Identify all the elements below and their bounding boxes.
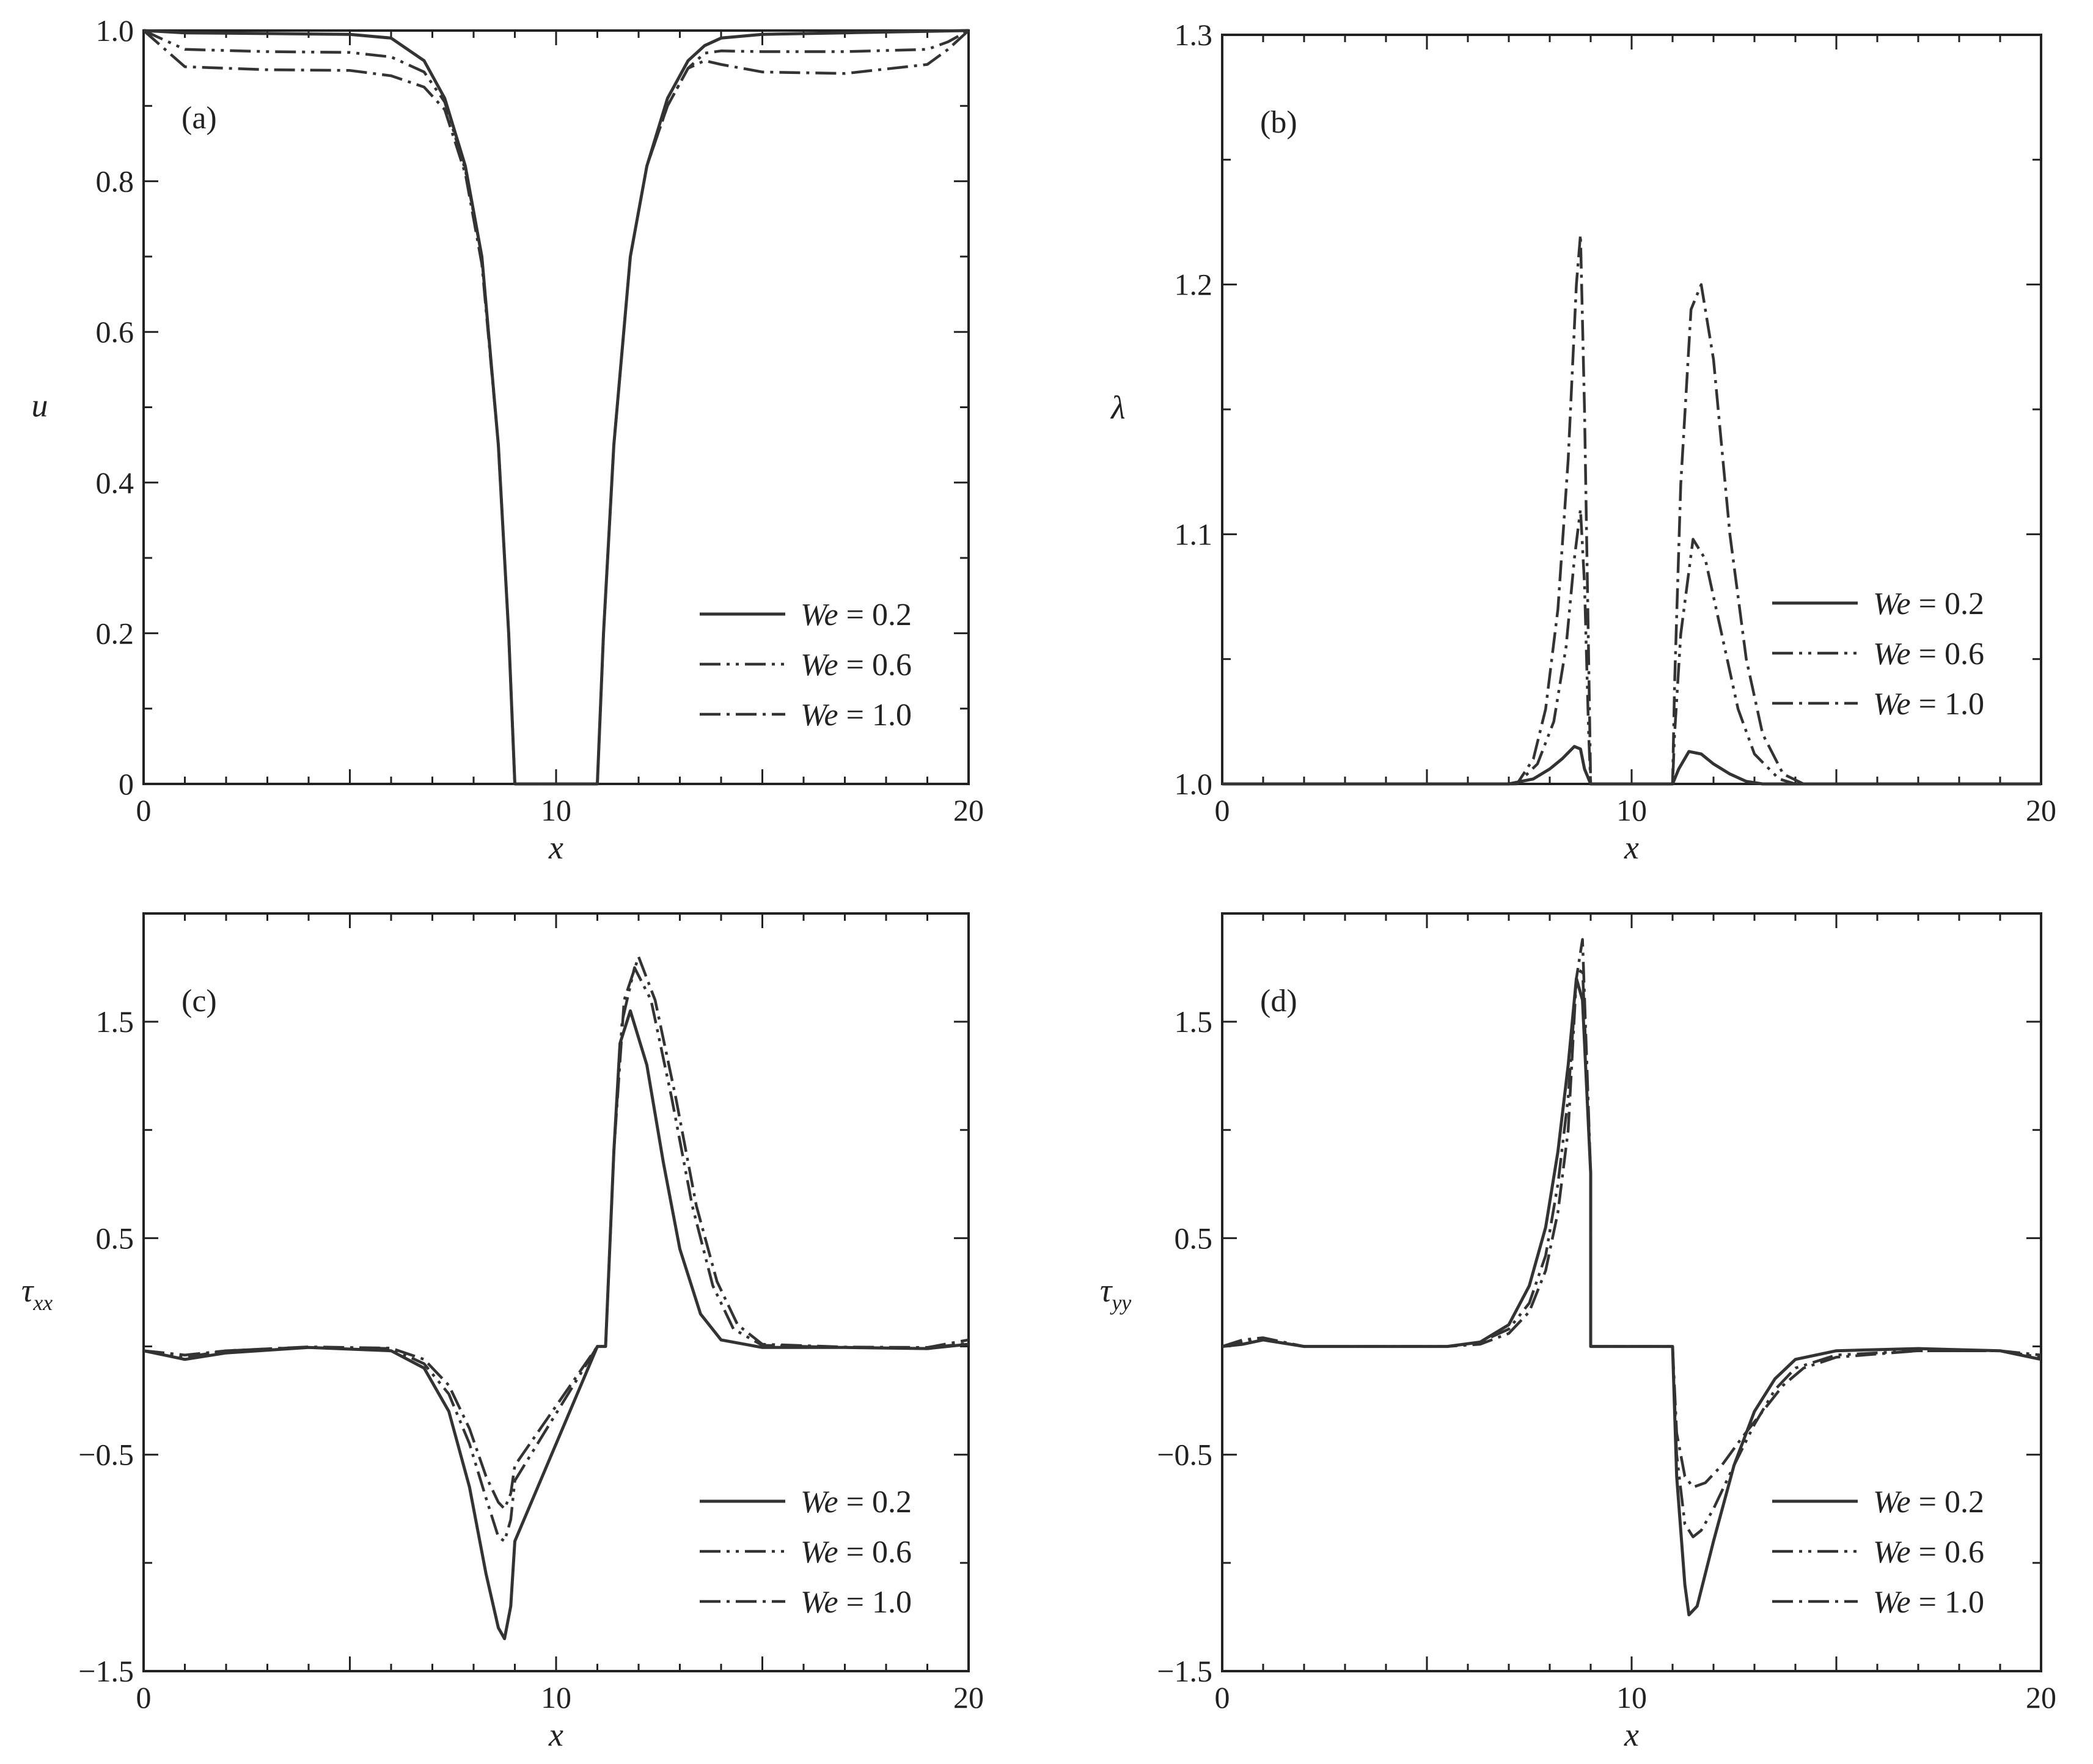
y-tick-label: 1.1 <box>1175 517 1213 551</box>
x-tick-label: 20 <box>953 793 984 827</box>
y-tick-label: −1.5 <box>78 1654 134 1688</box>
series-line-we-1-0 <box>1222 938 2041 1489</box>
legend-entry: We = 0.2 <box>1873 1485 1984 1520</box>
x-axis-label: x <box>548 1716 563 1753</box>
legend-entry: We = 0.6 <box>801 648 912 683</box>
series-line-we-1-0 <box>1222 233 2041 786</box>
legend-entry: We = 1.0 <box>1873 687 1984 722</box>
panel-label: (d) <box>1260 984 1297 1019</box>
chart-panel-a: 0 10 20 0 0.2 0.4 0.6 0.8 1.0 x u (a) We = 0.2 We = 0… <box>32 13 984 866</box>
legend-entry: We = 0.6 <box>801 1535 912 1570</box>
x-tick-label: 0 <box>136 793 152 827</box>
x-tick-label: 10 <box>1616 793 1647 827</box>
x-tick-label: 10 <box>1616 1680 1647 1715</box>
x-tick-label: 20 <box>2026 1680 2056 1715</box>
legend-entry: We = 0.6 <box>1873 637 1984 672</box>
x-axis-label: x <box>1624 829 1639 866</box>
y-axis-label: u <box>32 387 48 424</box>
series-line-we-0-2 <box>144 1009 969 1641</box>
y-tick-label: 1.0 <box>1175 767 1213 801</box>
panels: 0 10 20 0 0.2 0.4 0.6 0.8 1.0 x u (a) We = 0.2 We = 0… <box>21 13 2056 1753</box>
series-line-we-1-0 <box>144 955 969 1510</box>
y-tick-label: 0.8 <box>96 164 134 199</box>
chart-panel-b: 0 10 20 1.0 1.1 1.2 1.3 x λ (b) We = 0.2 We = 0.6 We… <box>1110 18 2056 866</box>
x-axis-label: x <box>548 829 563 866</box>
legend-entry: We = 1.0 <box>1873 1585 1984 1620</box>
panel-label: (a) <box>181 101 217 136</box>
y-tick-label: 0 <box>119 767 134 801</box>
y-axis-label: τxx <box>21 1272 53 1315</box>
y-axis-label: τyy <box>1100 1272 1131 1315</box>
legend-entry: We = 0.6 <box>1873 1535 1984 1570</box>
legend-entry: We = 0.2 <box>801 598 912 632</box>
y-tick-label: 1.5 <box>1175 1005 1213 1039</box>
x-tick-label: 0 <box>1215 793 1230 827</box>
plot-frame <box>1221 34 2042 785</box>
y-axis-label: λ <box>1110 389 1125 426</box>
chart-panel-c: 0 10 20 −1.5 −0.5 0.5 1.5 x τxx (c) We = 0.2 We = 0… <box>21 912 984 1753</box>
series-line-we-0-6 <box>1222 508 2041 786</box>
x-tick-label: 0 <box>1215 1680 1230 1715</box>
series-line-we-0-6 <box>1222 966 2041 1539</box>
y-tick-label: −1.5 <box>1157 1654 1212 1688</box>
legend-entry: We = 1.0 <box>801 1585 912 1620</box>
series-line-we-1-0 <box>144 29 969 786</box>
y-tick-label: 1.3 <box>1175 18 1213 52</box>
y-tick-label: 1.0 <box>96 13 134 48</box>
y-tick-label: −0.5 <box>1157 1438 1212 1472</box>
x-axis-label: x <box>1624 1716 1639 1753</box>
legend-entry: We = 0.2 <box>1873 587 1984 621</box>
y-tick-label: 0.5 <box>96 1221 134 1255</box>
x-tick-label: 20 <box>2026 793 2056 827</box>
legend-entry: We = 1.0 <box>801 698 912 733</box>
panel-label: (c) <box>181 984 217 1019</box>
x-tick-label: 10 <box>541 1680 571 1715</box>
series-line-we-0-6 <box>144 966 969 1543</box>
chart-panel-d: 0 10 20 −1.5 −0.5 0.5 1.5 x τyy (d) We = 0.2 We = 0… <box>1100 912 2056 1753</box>
legend-entry: We = 0.2 <box>801 1485 912 1520</box>
x-tick-label: 0 <box>136 1680 152 1715</box>
y-tick-label: 0.2 <box>96 616 134 650</box>
x-tick-label: 20 <box>953 1680 984 1715</box>
y-tick-label: 1.5 <box>96 1005 134 1039</box>
y-tick-label: 0.5 <box>1175 1221 1213 1255</box>
panel-label: (b) <box>1260 105 1297 140</box>
y-tick-label: 1.2 <box>1175 268 1213 302</box>
x-tick-label: 10 <box>541 793 571 827</box>
y-tick-label: 0.4 <box>96 466 134 500</box>
y-tick-label: 0.6 <box>96 315 134 349</box>
y-tick-label: −0.5 <box>78 1438 134 1472</box>
